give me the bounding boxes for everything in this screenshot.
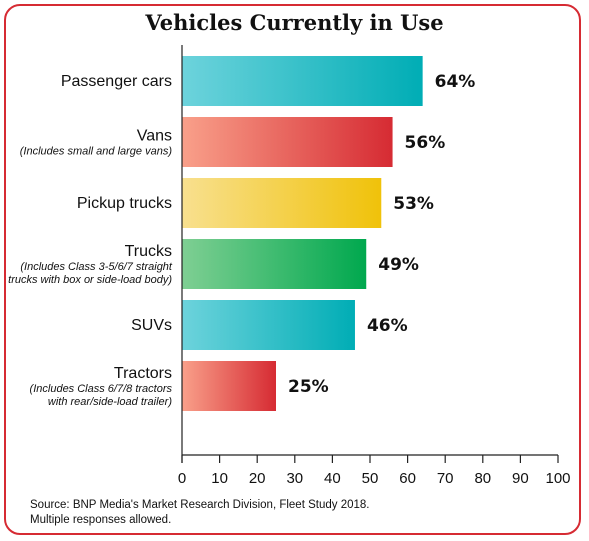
x-tick-label: 10 xyxy=(211,470,228,487)
note-line: Multiple responses allowed. xyxy=(30,514,172,526)
category-label: Vans xyxy=(137,128,172,145)
x-tick-label: 50 xyxy=(362,470,379,487)
category-sublabel: (Includes Class 6/7/8 tractors xyxy=(30,383,173,395)
category-sublabel: (Includes Class 3-5/6/7 straight xyxy=(20,261,173,273)
chart-source: Source: BNP Media's Market Research Divi… xyxy=(30,498,570,528)
value-label: 64% xyxy=(435,72,476,92)
category-sublabel: trucks with box or side-load body) xyxy=(8,274,172,286)
x-tick-label: 40 xyxy=(324,470,341,487)
category-label: SUVs xyxy=(131,317,172,334)
value-label: 56% xyxy=(405,133,446,153)
category-label: Tractors xyxy=(114,365,172,382)
source-line: Source: BNP Media's Market Research Divi… xyxy=(30,499,370,511)
category-sublabel: with rear/side-load trailer) xyxy=(48,396,172,408)
x-tick-label: 100 xyxy=(545,470,570,487)
chart-title: Vehicles Currently in Use xyxy=(145,10,444,35)
x-tick-label: 20 xyxy=(249,470,266,487)
x-tick-label: 80 xyxy=(474,470,491,487)
bar-pickup-trucks xyxy=(182,178,382,228)
category-label: Passenger cars xyxy=(61,73,172,90)
category-label: Trucks xyxy=(125,243,172,260)
x-tick-label: 0 xyxy=(178,470,186,487)
bar-vans xyxy=(182,117,393,167)
category-sublabel: (Includes small and large vans) xyxy=(20,146,173,158)
value-label: 25% xyxy=(288,377,329,397)
x-tick-label: 30 xyxy=(286,470,303,487)
bar-passenger-cars xyxy=(182,56,423,106)
bar-trucks xyxy=(182,239,367,289)
category-label: Pickup trucks xyxy=(77,195,172,212)
bar-tractors xyxy=(182,361,276,411)
bar-suvs xyxy=(182,300,355,350)
x-tick-label: 70 xyxy=(437,470,454,487)
value-label: 46% xyxy=(367,316,408,336)
value-label: 49% xyxy=(378,255,419,275)
value-label: 53% xyxy=(393,194,434,214)
x-tick-label: 90 xyxy=(512,470,529,487)
x-tick-label: 60 xyxy=(399,470,416,487)
